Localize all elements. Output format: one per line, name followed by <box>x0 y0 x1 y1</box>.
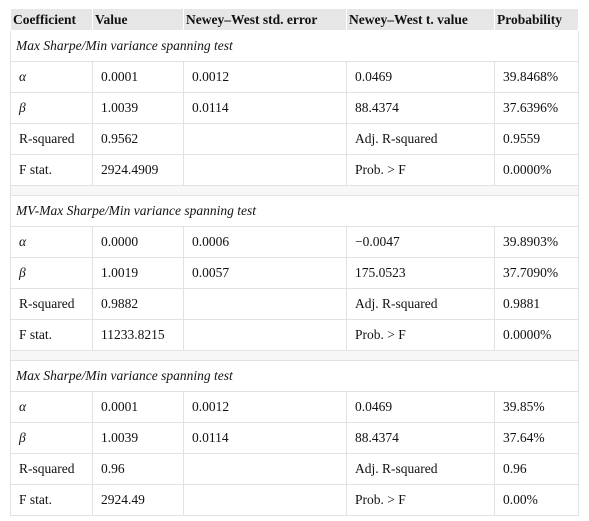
table-body: Max Sharpe/Min variance spanning test α 0.… <box>10 30 579 516</box>
cell: 39.85% <box>494 391 579 423</box>
data-row: F stat. 2924.4909 Prob. > F 0.0000% <box>10 154 579 186</box>
cell: 2924.4909 <box>92 154 184 186</box>
spanning-table: Coefficient Value Newey–West std. error New… <box>10 8 579 516</box>
data-row: F stat. 2924.49 Prob. > F 0.00% <box>10 484 579 516</box>
header-row: Coefficient Value Newey–West std. error New… <box>10 8 579 31</box>
section-title-row: Max Sharpe/Min variance spanning test <box>10 360 579 392</box>
data-row: α 0.0001 0.0012 0.0469 39.8468% <box>10 61 579 93</box>
cell: 0.0000% <box>494 154 579 186</box>
cell: 0.0006 <box>183 226 347 258</box>
cell: 2924.49 <box>92 484 184 516</box>
cell: 0.9559 <box>494 123 579 155</box>
cell: Prob. > F <box>346 319 495 351</box>
section-title-row: Max Sharpe/Min variance spanning test <box>10 30 579 62</box>
empty-cell <box>183 319 347 351</box>
cell: 0.0469 <box>346 61 495 93</box>
cell: 0.0114 <box>183 92 347 124</box>
gap-cell <box>10 185 579 196</box>
coefficient: R-squared <box>10 123 93 155</box>
cell: 1.0039 <box>92 422 184 454</box>
cell: 39.8468% <box>494 61 579 93</box>
data-row: α 0.0000 0.0006 −0.0047 39.8903% <box>10 226 579 258</box>
coefficient: F stat. <box>10 484 93 516</box>
data-row: β 1.0039 0.0114 88.4374 37.64% <box>10 422 579 454</box>
data-row: β 1.0039 0.0114 88.4374 37.6396% <box>10 92 579 124</box>
data-row: F stat. 11233.8215 Prob. > F 0.0000% <box>10 319 579 351</box>
cell: Adj. R-squared <box>346 453 495 485</box>
coefficient: α <box>10 226 93 258</box>
column-header: Value <box>92 8 184 31</box>
cell: 0.96 <box>494 453 579 485</box>
cell: 175.0523 <box>346 257 495 289</box>
coefficient: F stat. <box>10 154 93 186</box>
column-header: Coefficient <box>10 8 93 31</box>
cell: 0.0001 <box>92 61 184 93</box>
cell: Prob. > F <box>346 484 495 516</box>
cell: −0.0047 <box>346 226 495 258</box>
data-row: α 0.0001 0.0012 0.0469 39.85% <box>10 391 579 423</box>
cell: 1.0039 <box>92 92 184 124</box>
cell: 39.8903% <box>494 226 579 258</box>
column-header: Probability <box>494 8 579 31</box>
empty-cell <box>183 484 347 516</box>
cell: 0.9881 <box>494 288 579 320</box>
empty-cell <box>183 453 347 485</box>
coefficient: R-squared <box>10 288 93 320</box>
table-header: Coefficient Value Newey–West std. error New… <box>10 8 579 31</box>
data-row: R-squared 0.96 Adj. R-squared 0.96 <box>10 453 579 485</box>
data-row: β 1.0019 0.0057 175.0523 37.7090% <box>10 257 579 289</box>
cell: Adj. R-squared <box>346 288 495 320</box>
gap-cell <box>10 350 579 361</box>
cell: 1.0019 <box>92 257 184 289</box>
coefficient: β <box>10 92 93 124</box>
column-header: Newey–West t. value <box>346 8 495 31</box>
cell: 0.0057 <box>183 257 347 289</box>
section-title: MV-Max Sharpe/Min variance spanning test <box>10 195 579 227</box>
section-gap <box>10 350 579 361</box>
data-row: R-squared 0.9562 Adj. R-squared 0.9559 <box>10 123 579 155</box>
section-title-row: MV-Max Sharpe/Min variance spanning test <box>10 195 579 227</box>
coefficient: β <box>10 422 93 454</box>
coefficient: α <box>10 61 93 93</box>
cell: 0.9882 <box>92 288 184 320</box>
cell: Prob. > F <box>346 154 495 186</box>
cell: Adj. R-squared <box>346 123 495 155</box>
section-title: Max Sharpe/Min variance spanning test <box>10 360 579 392</box>
coefficient: R-squared <box>10 453 93 485</box>
cell: 0.0012 <box>183 391 347 423</box>
cell: 0.0012 <box>183 61 347 93</box>
coefficient: α <box>10 391 93 423</box>
coefficient: β <box>10 257 93 289</box>
empty-cell <box>183 288 347 320</box>
section-title: Max Sharpe/Min variance spanning test <box>10 30 579 62</box>
cell: 0.0000% <box>494 319 579 351</box>
cell: 0.0000 <box>92 226 184 258</box>
cell: 0.0001 <box>92 391 184 423</box>
cell: 0.00% <box>494 484 579 516</box>
cell: 0.9562 <box>92 123 184 155</box>
cell: 0.0114 <box>183 422 347 454</box>
empty-cell <box>183 123 347 155</box>
cell: 11233.8215 <box>92 319 184 351</box>
cell: 37.7090% <box>494 257 579 289</box>
cell: 37.64% <box>494 422 579 454</box>
cell: 88.4374 <box>346 422 495 454</box>
empty-cell <box>183 154 347 186</box>
cell: 37.6396% <box>494 92 579 124</box>
column-header: Newey–West std. error <box>183 8 347 31</box>
cell: 0.96 <box>92 453 184 485</box>
cell: 0.0469 <box>346 391 495 423</box>
coefficient: F stat. <box>10 319 93 351</box>
data-row: R-squared 0.9882 Adj. R-squared 0.9881 <box>10 288 579 320</box>
section-gap <box>10 185 579 196</box>
cell: 88.4374 <box>346 92 495 124</box>
